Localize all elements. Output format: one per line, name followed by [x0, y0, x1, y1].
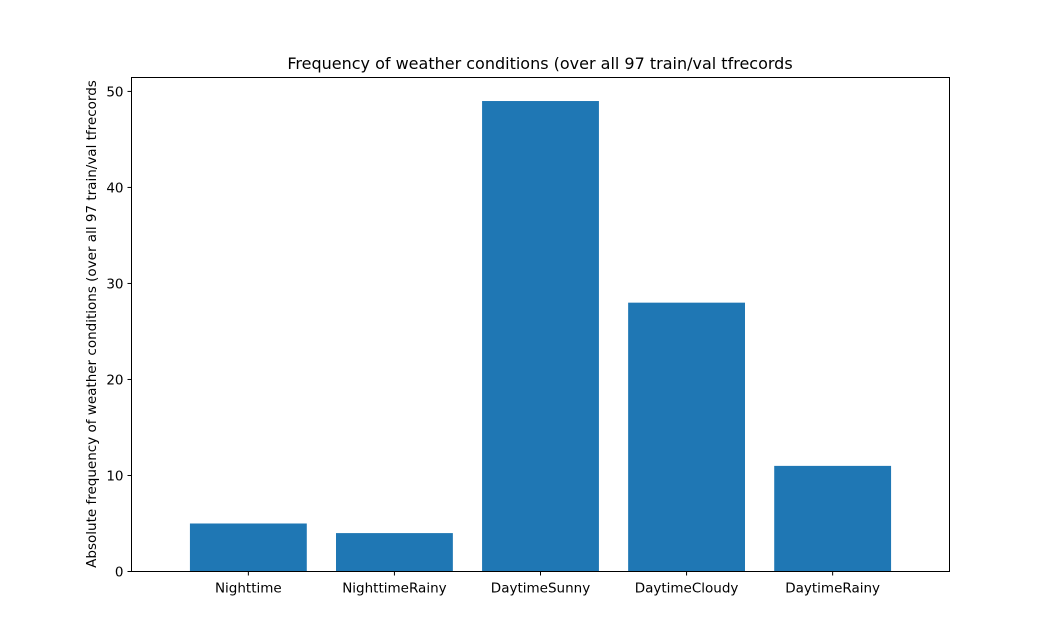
bars-layer	[189, 101, 892, 572]
bar-nighttime	[189, 523, 307, 572]
chart-title: Frequency of weather conditions (over al…	[287, 54, 792, 73]
x-tick-label: DaytimeSunny	[491, 581, 590, 597]
x-tick-label: NighttimeRainy	[342, 581, 446, 597]
y-axis-label: Absolute frequency of weather conditions…	[84, 80, 100, 568]
bar-daytimerainy	[774, 465, 892, 572]
y-tick-label: 20	[106, 372, 123, 388]
ticks-layer: Nighttime NighttimeRainy DaytimeSunny Dayti…	[106, 84, 880, 596]
y-tick-label: 0	[115, 565, 124, 581]
bar-daytimecloudy	[628, 302, 745, 572]
y-tick-label: 30	[106, 276, 123, 292]
y-tick-label: 40	[106, 180, 123, 196]
y-tick-label: 50	[106, 84, 123, 100]
x-tick-label: Nighttime	[215, 581, 282, 597]
bar-daytimesunny	[482, 101, 599, 572]
y-tick-label: 10	[106, 468, 123, 484]
x-tick-label: DaytimeRainy	[785, 581, 880, 597]
bar-nighttimerainy	[336, 533, 453, 572]
plot-area-frame	[131, 77, 950, 572]
x-tick-label: DaytimeCloudy	[635, 581, 739, 597]
